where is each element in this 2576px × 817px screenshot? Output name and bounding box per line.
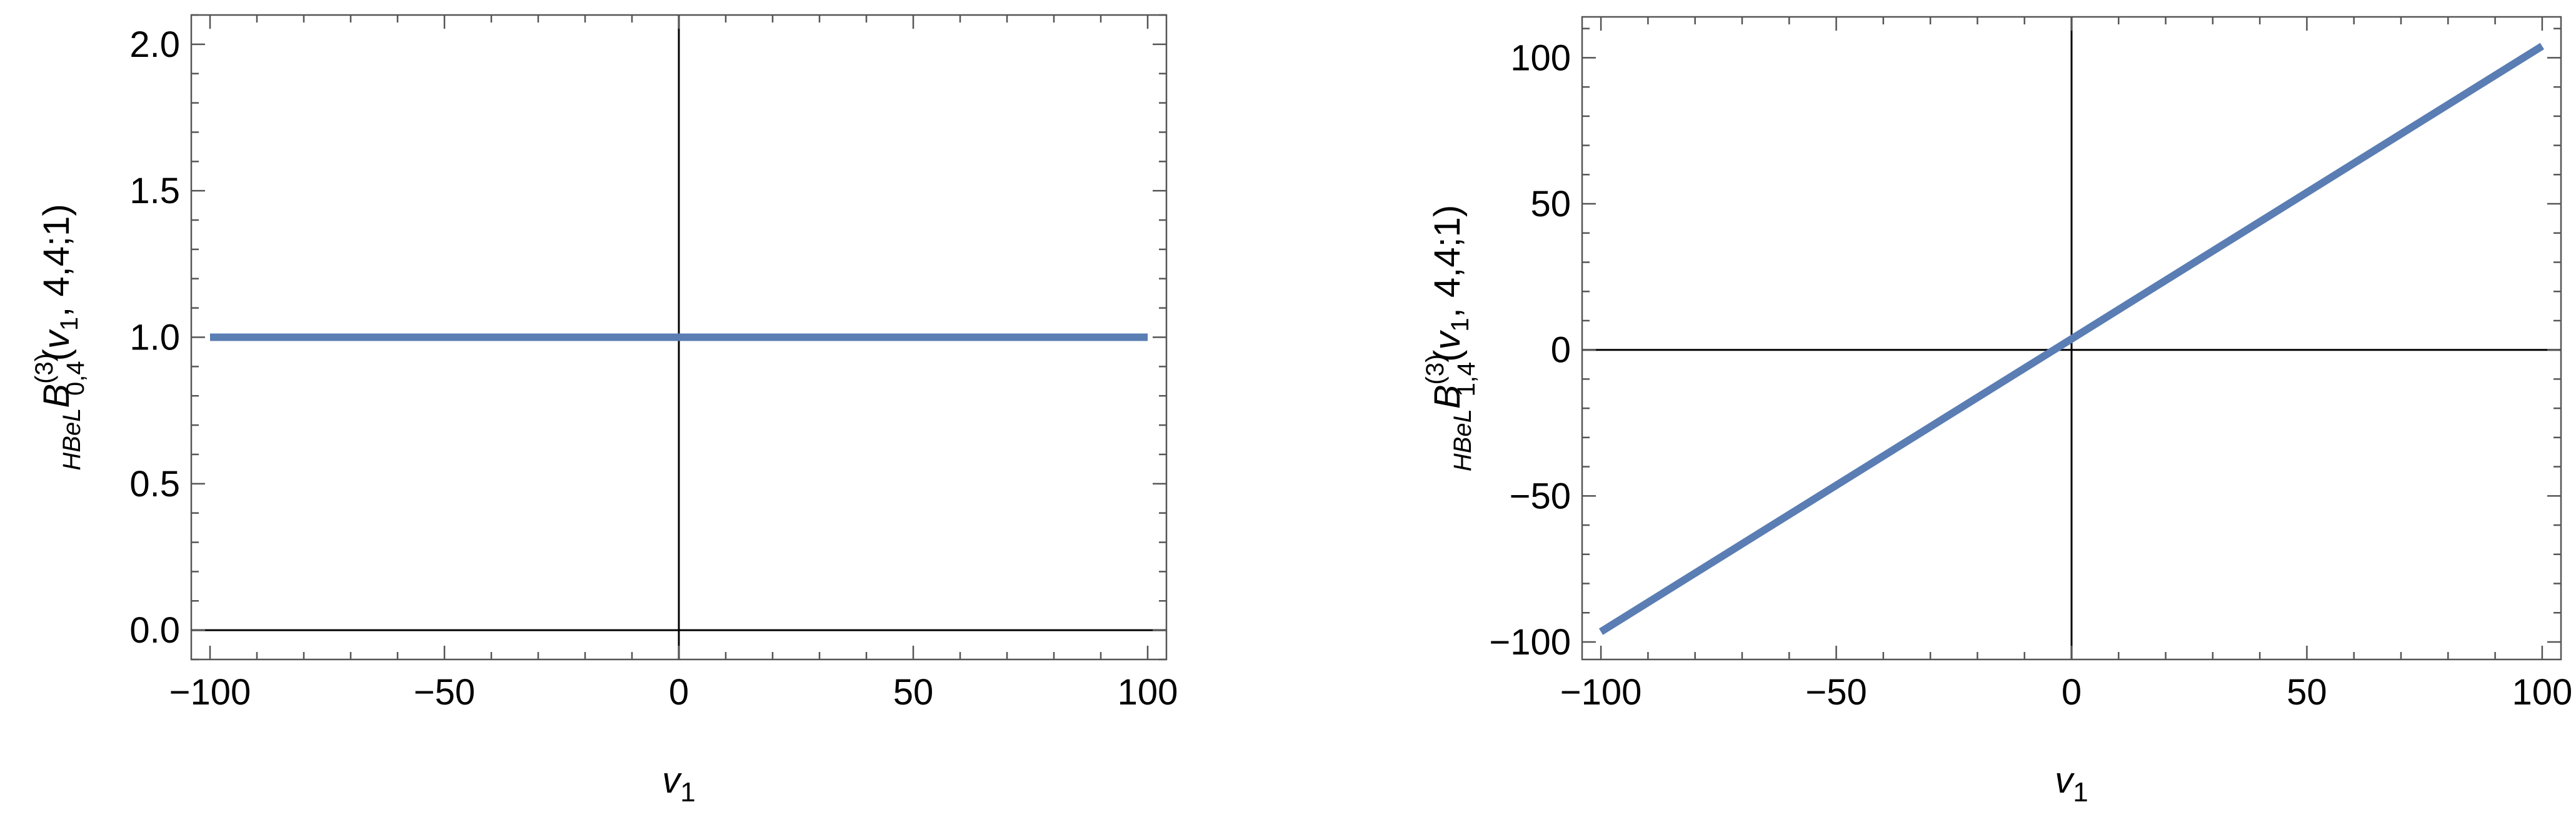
y-tick-label: −50 (1510, 476, 1571, 516)
y-axis-label: HBeLB(3) 1,4(v1, 4,4;1) (1421, 205, 1480, 471)
x-axis-label: v1 (662, 760, 695, 808)
series-line (1598, 43, 2545, 635)
y-tick-label: 0.0 (129, 610, 180, 651)
x-tick-label: −50 (414, 672, 475, 713)
x-tick-label: 0 (669, 672, 689, 713)
y-tick-label: 50 (1530, 184, 1571, 224)
x-tick-label: 50 (2287, 672, 2327, 713)
y-tick-label: 2.0 (129, 24, 180, 65)
x-tick-label: −100 (169, 672, 251, 713)
chart-panel-left: −100 −50 0 50 100 0.0 0.5 1.0 1.5 2.0 v1 HBeLB(3) 0,… (31, 14, 1178, 808)
x-tick-label: −50 (1805, 672, 1867, 713)
y-tick-label: 0 (1551, 330, 1571, 371)
y-tick-label: −100 (1489, 622, 1571, 663)
y-axis-label-text: HBeLB(3) 0,4(v1, 4,4;1) (31, 204, 89, 470)
x-tick-label: 50 (893, 672, 934, 713)
chart-panel-right: −100 −50 0 50 100 −100 −50 0 50 100 v1 HBeLB(3) 1,4(… (1421, 16, 2572, 808)
y-axis-label: HBeLB(3) 0,4(v1, 4,4;1) (31, 204, 89, 470)
y-axis-label-text: HBeLB(3) 1,4(v1, 4,4;1) (1421, 205, 1480, 471)
y-tick-label: 0.5 (129, 464, 180, 504)
x-tick-label: 100 (2512, 672, 2572, 713)
y-tick-label: 1.0 (129, 318, 180, 358)
x-tick-label: −100 (1560, 672, 1642, 713)
y-tick-label: 1.5 (129, 171, 180, 211)
x-tick-label: 100 (1118, 672, 1178, 713)
y-tick-label: 100 (1510, 38, 1571, 78)
x-axis-label: v1 (2055, 760, 2088, 808)
x-tick-label: 0 (2062, 672, 2082, 713)
